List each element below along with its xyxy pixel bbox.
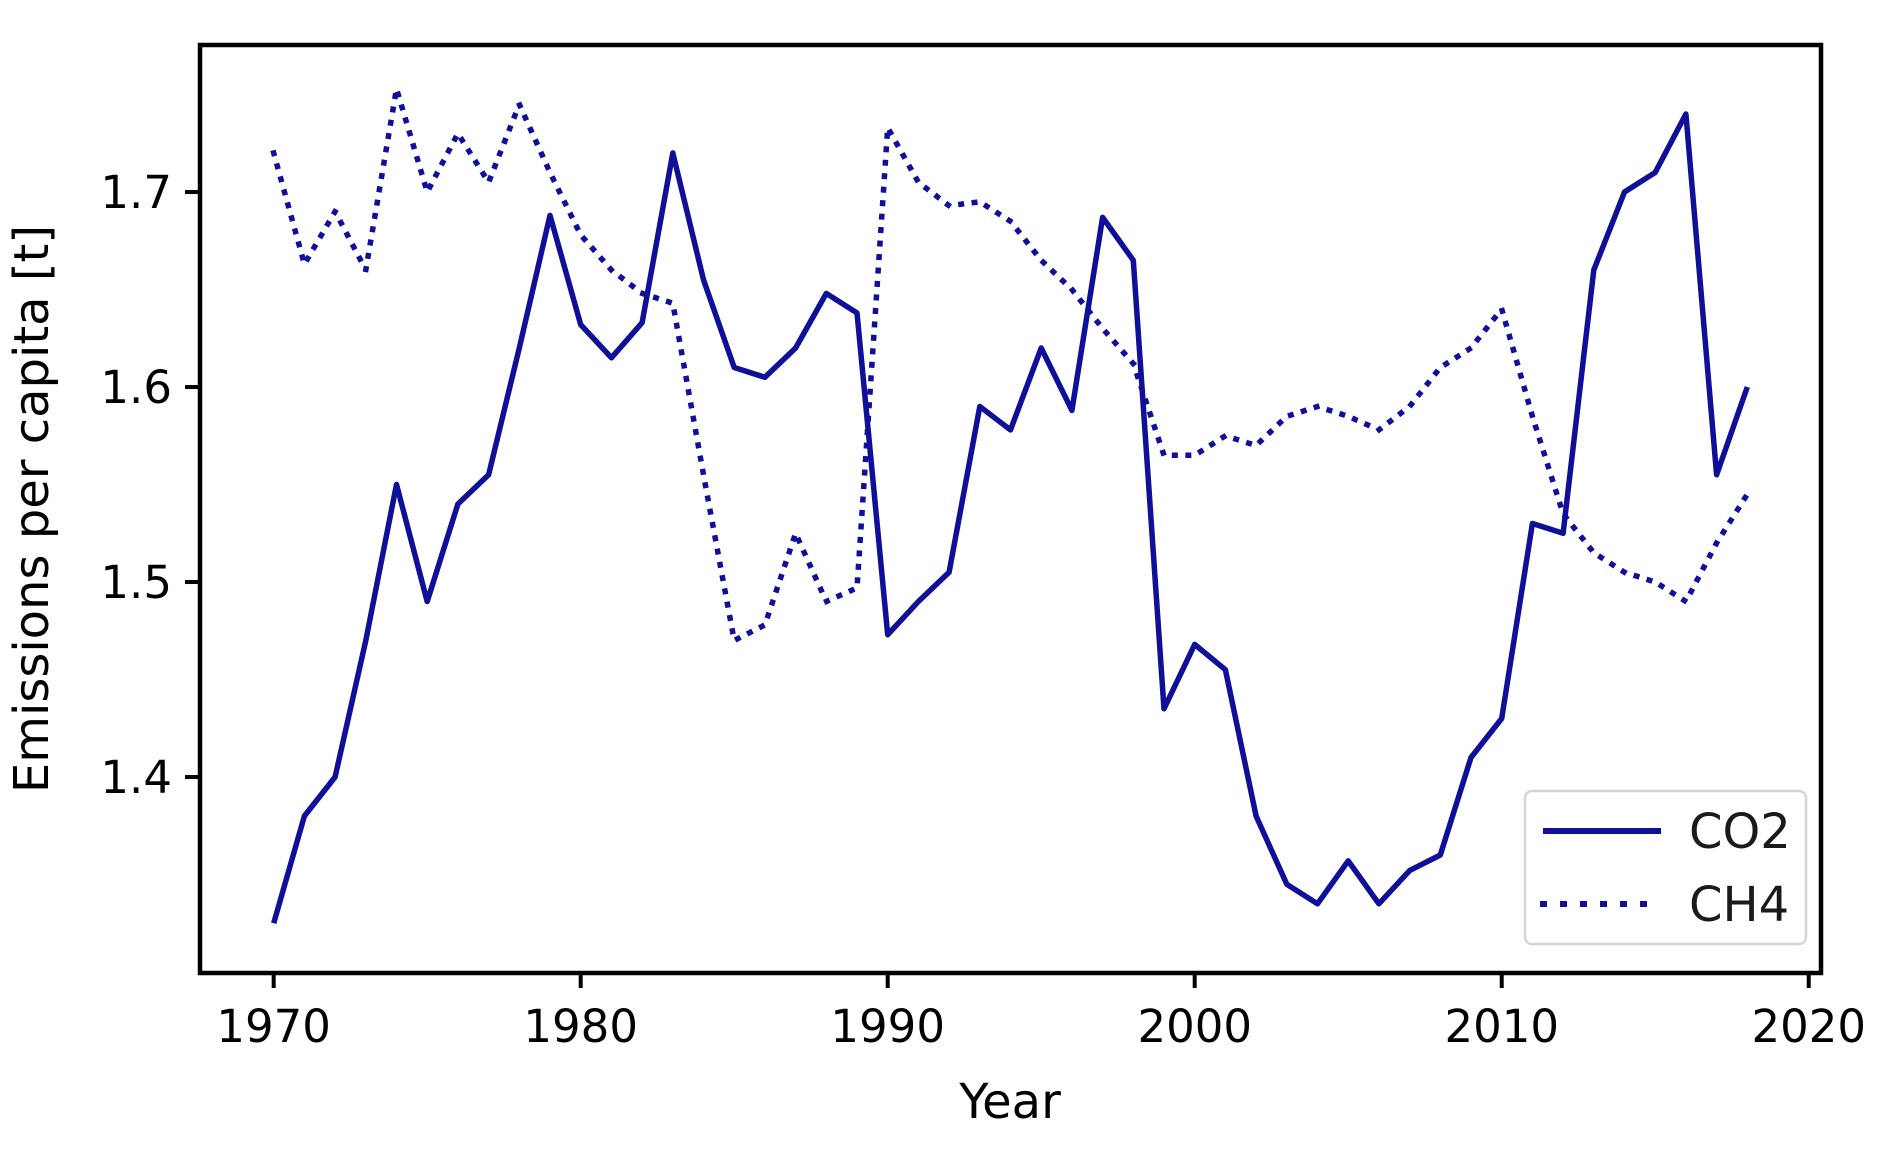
y-tick-label: 1.7	[100, 166, 172, 219]
x-axis-ticks: 1970 1980 1990 2000 2010 2020	[216, 973, 1866, 1053]
x-axis-label: Year	[958, 1074, 1061, 1130]
x-tick-label: 1990	[830, 1000, 945, 1053]
legend-ch4-label: CH4	[1689, 877, 1789, 933]
plot-area-border	[197, 42, 1824, 976]
x-tick-label: 1980	[523, 1000, 638, 1053]
legend: CO2 CH4	[1523, 789, 1808, 946]
y-tick-label: 1.5	[100, 556, 172, 609]
y-tick-label: 1.4	[100, 751, 172, 804]
x-tick-label: 2000	[1137, 1000, 1252, 1053]
co2-line	[271, 111, 1750, 925]
x-tick-label: 2020	[1751, 1000, 1866, 1053]
x-tick-label: 2010	[1444, 1000, 1559, 1053]
x-tick-label: 1970	[216, 1000, 331, 1053]
y-tick-label: 1.6	[100, 361, 172, 414]
y-axis-ticks: 1.4 1.5 1.6 1.7	[100, 166, 200, 804]
ch4-line	[270, 85, 1752, 644]
y-axis-label: Emissions per capita [t]	[4, 225, 60, 793]
data-series-group	[270, 85, 1752, 925]
legend-co2-label: CO2	[1689, 804, 1791, 860]
